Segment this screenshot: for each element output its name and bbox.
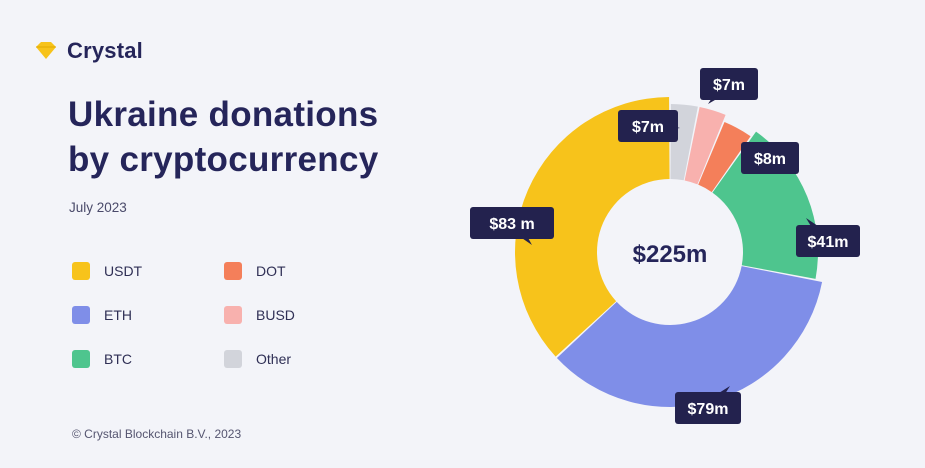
data-label-other: $7m (632, 119, 664, 136)
legend-swatch-other (224, 350, 242, 368)
slice-dot (698, 121, 751, 193)
slice-usdt (515, 97, 670, 357)
legend: USDT ETH BTC DOT BUSD Other (72, 262, 342, 372)
legend-item-btc: BTC (72, 350, 132, 368)
labels-layer: $83 m $79m $41m $8m $7m $7m (470, 68, 860, 424)
callout-busd: $7m (700, 68, 758, 104)
callout-box-busd (700, 68, 758, 100)
callout-other: $7m (618, 110, 680, 142)
legend-item-busd: BUSD (224, 306, 295, 324)
data-label-usdt: $83 m (489, 216, 534, 233)
slice-busd (684, 106, 726, 185)
legend-item-eth: ETH (72, 306, 132, 324)
legend-swatch-dot (224, 262, 242, 280)
callout-btc: $41m (796, 218, 860, 257)
legend-swatch-btc (72, 350, 90, 368)
title-line-2: by cryptocurrency (68, 140, 379, 179)
callout-box-dot (741, 142, 799, 174)
data-label-busd: $7m (713, 77, 745, 94)
legend-swatch-busd (224, 306, 242, 324)
title-line-1: Ukraine donations (68, 95, 379, 134)
donut-chart: $83 m $79m $41m $8m $7m $7m $225m (470, 68, 860, 424)
legend-swatch-eth (72, 306, 90, 324)
legend-label-busd: BUSD (256, 307, 295, 323)
donut-total-label: $225m (633, 241, 708, 268)
legend-item-usdt: USDT (72, 262, 142, 280)
callout-dot: $8m (741, 142, 799, 174)
date-subtitle: July 2023 (69, 200, 127, 215)
legend-label-eth: ETH (104, 307, 132, 323)
legend-label-dot: DOT (256, 263, 286, 279)
callout-box-usdt (470, 207, 554, 239)
callout-usdt: $83 m (470, 207, 554, 245)
callout-box-other (618, 110, 678, 142)
gem-icon (36, 42, 56, 59)
brand: Crystal (34, 38, 143, 64)
legend-swatch-usdt (72, 262, 90, 280)
legend-label-other: Other (256, 351, 292, 367)
legend-item-dot: DOT (224, 262, 286, 280)
callout-eth: $79m (675, 386, 741, 424)
legend-label-usdt: USDT (104, 263, 143, 279)
page-title: Ukraine donations by cryptocurrency (68, 92, 379, 182)
data-label-eth: $79m (688, 401, 729, 418)
callout-box-eth (675, 392, 741, 424)
callout-box-btc (796, 225, 860, 257)
copyright-footer: © Crystal Blockchain B.V., 2023 (72, 427, 242, 441)
slice-eth (556, 266, 823, 407)
brand-name: Crystal (67, 38, 143, 63)
data-label-btc: $41m (808, 234, 849, 251)
data-label-dot: $8m (754, 151, 786, 168)
legend-label-btc: BTC (104, 351, 132, 367)
legend-item-other: Other (224, 350, 291, 368)
